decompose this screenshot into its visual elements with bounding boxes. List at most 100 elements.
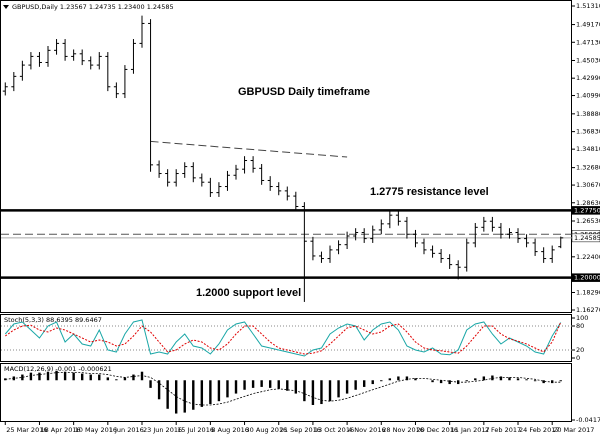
- macd-bar: [72, 372, 75, 381]
- macd-bar: [38, 372, 41, 381]
- x-tick-label: 20 Mar 2017: [553, 426, 594, 434]
- macd-bar: [55, 370, 58, 381]
- y-tick-label: 100: [576, 314, 588, 322]
- y-tick-label: 1.36830: [576, 128, 600, 136]
- x-tick-label: 15 Jul 2016: [177, 426, 214, 434]
- x-tick-label: 28 Nov 2016: [382, 426, 424, 434]
- level-label-box: [571, 206, 600, 215]
- macd-bar: [286, 380, 289, 391]
- macd-bar: [166, 380, 169, 409]
- macd-bar: [63, 371, 67, 381]
- level-label: 1.24585: [574, 234, 600, 242]
- macd-bar: [405, 376, 409, 381]
- macd-bar: [525, 379, 528, 381]
- y-tick-label: 1.34810: [576, 145, 600, 153]
- x-tick-label: 23 Jun 2016: [143, 426, 182, 434]
- macd-bar: [277, 380, 280, 389]
- macd-bar: [21, 374, 24, 381]
- macd-bar: [29, 372, 33, 381]
- macd-bar: [439, 380, 443, 384]
- macd-bar: [251, 380, 255, 388]
- y-tick-label: 1.45030: [576, 56, 600, 64]
- price-pane: [0, 0, 572, 313]
- x-tick-label: 21 Sep 2016: [280, 426, 321, 434]
- stoch-title: Stoch(5,3,3) 88.6395 89.6467: [4, 316, 102, 324]
- macd-bar: [362, 380, 366, 387]
- macd-bar: [106, 377, 110, 381]
- macd-bar: [533, 380, 537, 382]
- menu-icon: [3, 5, 9, 9]
- macd-bar: [371, 380, 374, 385]
- macd-bar: [474, 378, 477, 381]
- annotation: 1.2775 resistance level: [370, 186, 489, 198]
- y-tick-label: 80: [576, 322, 584, 330]
- y-tick-label: 1.28630: [576, 199, 600, 207]
- macd-bar: [243, 380, 246, 390]
- signal-line: [5, 372, 561, 406]
- stoch-line: [4, 319, 562, 357]
- macd-bar: [46, 371, 50, 381]
- macd-bar: [303, 380, 306, 402]
- macd-bar: [448, 380, 451, 385]
- level-label-box: [571, 273, 600, 282]
- x-tick-label: 8 Aug 2016: [211, 426, 249, 434]
- macd-bar: [337, 380, 340, 398]
- macd-bar: [516, 378, 520, 381]
- macd-bar: [89, 374, 92, 381]
- macd-bar: [132, 374, 135, 381]
- macd-bar: [388, 378, 392, 381]
- x-tick-label: 1 Jun 2016: [109, 426, 144, 434]
- y-tick-label: 1.40990: [576, 92, 600, 100]
- y-tick-label: 1.16270: [576, 306, 600, 314]
- macd-bar: [328, 380, 332, 402]
- macd-bar: [209, 380, 212, 405]
- macd-bar: [234, 380, 238, 394]
- macd-pane: [0, 363, 572, 422]
- macd-bar: [260, 380, 263, 387]
- macd-bar: [183, 380, 186, 413]
- macd-bar: [192, 380, 195, 410]
- macd-bar: [414, 378, 417, 381]
- x-tick-label: 2 Feb 2017: [485, 426, 521, 434]
- y-tick-label: 1.26530: [576, 217, 600, 225]
- macd-bar: [508, 377, 511, 381]
- y-tick-label: 1.51310: [576, 2, 600, 10]
- y-tick-label: 1.22400: [576, 253, 600, 261]
- x-tick-label: 13 Oct 2016: [314, 426, 354, 434]
- annotation: GBPUSD Daily timeframe: [238, 86, 370, 98]
- macd-bar: [320, 380, 323, 405]
- x-tick-label: 4 Nov 2016: [348, 426, 386, 434]
- y-tick-label: 0: [576, 354, 580, 362]
- macd-bar: [217, 380, 221, 402]
- macd-bar: [149, 380, 152, 388]
- macd-bar: [345, 380, 349, 394]
- stoch-line: [4, 321, 562, 355]
- macd-bar: [140, 371, 144, 381]
- macd-bar: [311, 380, 315, 405]
- macd-bar: [380, 380, 383, 382]
- y-tick-label: 1.18290: [576, 288, 600, 296]
- macd-bar: [268, 380, 272, 388]
- macd-bar: [465, 380, 468, 382]
- macd-bar: [550, 380, 554, 384]
- x-tick-label: 30 Aug 2016: [246, 426, 288, 434]
- y-tick-label: 1.32680: [576, 164, 600, 172]
- macd-bar: [354, 380, 357, 390]
- chart-title: GBPUSD,Daily 1.23567 1.24735 1.23400 1.2…: [12, 3, 174, 11]
- y-tick-label: 1.47130: [576, 38, 600, 46]
- x-tick-label: 20 Dec 2016: [416, 426, 458, 434]
- x-tick-label: 11 Jan 2017: [451, 426, 490, 434]
- level-label: 1.27750: [574, 206, 600, 214]
- annotation: 1.2000 support level: [196, 287, 301, 299]
- macd-bar: [174, 380, 178, 414]
- macd-bar: [482, 376, 486, 381]
- x-tick-label: 10 May 2016: [75, 426, 117, 434]
- macd-bar: [499, 376, 503, 381]
- macd-bar: [157, 380, 161, 400]
- macd-bar: [559, 380, 562, 382]
- y-tick-label: 1.49170: [576, 21, 600, 29]
- macd-bar: [98, 374, 101, 381]
- macd-title: MACD(12,26,9) -0.001 -0.000621: [4, 365, 112, 373]
- macd-bar: [80, 373, 84, 381]
